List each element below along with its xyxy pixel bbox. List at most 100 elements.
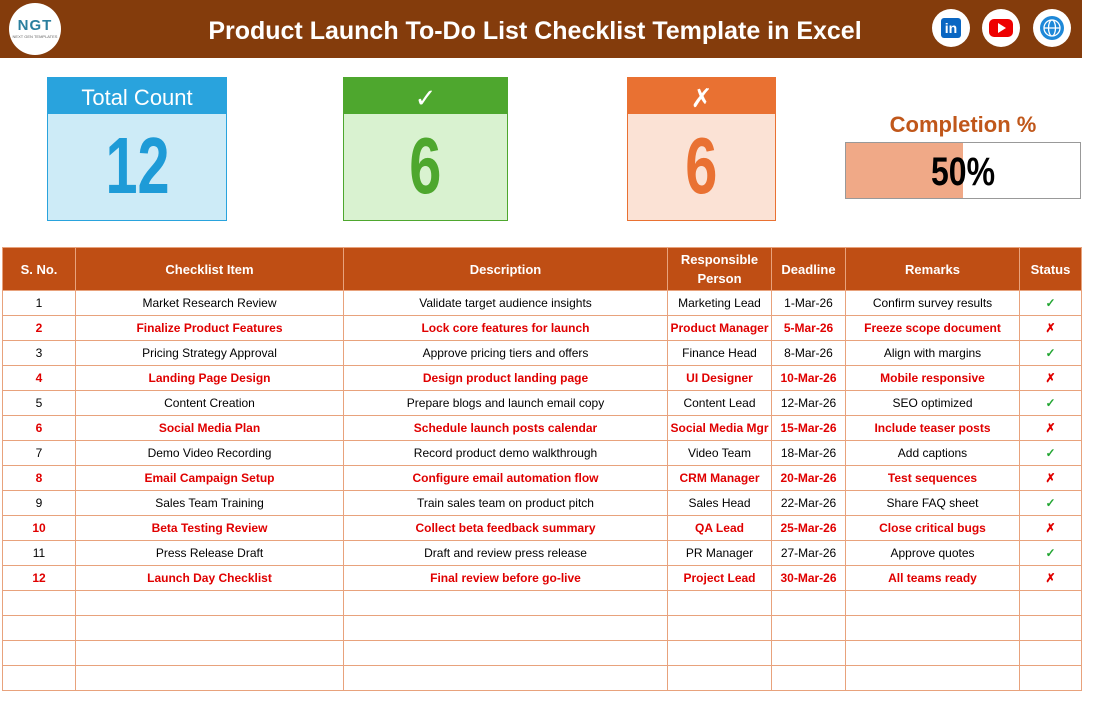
- empty-row: [2, 665, 1082, 691]
- status-cell: ✓: [1019, 490, 1082, 516]
- card-label: ✗: [628, 78, 775, 114]
- status-cell: ✗: [1019, 515, 1082, 541]
- table-cell: 7: [2, 440, 76, 466]
- table-cell: Confirm survey results: [845, 290, 1020, 316]
- empty-cell: [75, 615, 344, 641]
- empty-cell: [343, 590, 668, 616]
- table-cell: Pricing Strategy Approval: [75, 340, 344, 366]
- table-cell: 10: [2, 515, 76, 541]
- table-cell: Sales Team Training: [75, 490, 344, 516]
- table-cell: Market Research Review: [75, 290, 344, 316]
- table-cell: Sales Head: [667, 490, 772, 516]
- table-cell: Configure email automation flow: [343, 465, 668, 491]
- globe-icon: [1040, 16, 1064, 40]
- table-cell: All teams ready: [845, 565, 1020, 591]
- empty-cell: [2, 590, 76, 616]
- table-cell: Landing Page Design: [75, 365, 344, 391]
- table-row: 8 Email Campaign Setup Configure email aut…: [2, 465, 1082, 491]
- table-cell: Add captions: [845, 440, 1020, 466]
- empty-cell: [1019, 640, 1082, 666]
- status-cell: ✓: [1019, 340, 1082, 366]
- table-row: 6 Social Media Plan Schedule launch posts …: [2, 415, 1082, 441]
- column-header: Deadline: [771, 247, 846, 291]
- table-cell: SEO optimized: [845, 390, 1020, 416]
- status-cell: ✓: [1019, 540, 1082, 566]
- table-cell: 6: [2, 415, 76, 441]
- completion-bar: 50%: [845, 142, 1081, 199]
- completion-value-text: 50%: [930, 150, 996, 194]
- empty-cell: [343, 615, 668, 641]
- table-cell: Beta Testing Review: [75, 515, 344, 541]
- completion-label: Completion %: [889, 112, 1037, 137]
- header-row: S. No. Checklist Item Description Responsib…: [2, 247, 1082, 291]
- empty-cell: [2, 665, 76, 691]
- table-cell: UI Designer: [667, 365, 772, 391]
- empty-cell: [1019, 665, 1082, 691]
- table-row: 5 Content Creation Prepare blogs and launc…: [2, 390, 1082, 416]
- table-cell: Approve quotes: [845, 540, 1020, 566]
- table-cell: 18-Mar-26: [771, 440, 846, 466]
- table-body: 1 Market Research Review Validate target a…: [2, 290, 1082, 691]
- table-cell: Approve pricing tiers and offers: [343, 340, 668, 366]
- table-cell: Product Manager: [667, 315, 772, 341]
- website-link[interactable]: [1033, 9, 1071, 47]
- table-cell: CRM Manager: [667, 465, 772, 491]
- logo-text: NGT: [17, 17, 53, 34]
- table-row: 10 Beta Testing Review Collect beta feedba…: [2, 515, 1082, 541]
- empty-cell: [771, 590, 846, 616]
- status-cell: ✗: [1019, 315, 1082, 341]
- linkedin-link[interactable]: in: [932, 9, 970, 47]
- table-cell: 1: [2, 290, 76, 316]
- status-cell: ✗: [1019, 465, 1082, 491]
- status-cell: ✓: [1019, 390, 1082, 416]
- table-cell: Video Team: [667, 440, 772, 466]
- table-cell: 10-Mar-26: [771, 365, 846, 391]
- empty-cell: [845, 665, 1020, 691]
- status-cell: ✗: [1019, 415, 1082, 441]
- empty-cell: [343, 665, 668, 691]
- empty-cell: [75, 640, 344, 666]
- empty-cell: [845, 640, 1020, 666]
- table-cell: Prepare blogs and launch email copy: [343, 390, 668, 416]
- completion-fill: [846, 143, 963, 198]
- header-bar: [0, 0, 1082, 58]
- empty-cell: [667, 590, 772, 616]
- status-cell: ✓: [1019, 290, 1082, 316]
- table-cell: Freeze scope document: [845, 315, 1020, 341]
- pending-card: ✗ 6: [627, 77, 776, 221]
- empty-cell: [667, 665, 772, 691]
- table-cell: 20-Mar-26: [771, 465, 846, 491]
- table-cell: 8-Mar-26: [771, 340, 846, 366]
- table-cell: 8: [2, 465, 76, 491]
- table-cell: Collect beta feedback summary: [343, 515, 668, 541]
- table-cell: Final review before go-live: [343, 565, 668, 591]
- table-row: 7 Demo Video Recording Record product demo…: [2, 440, 1082, 466]
- table-cell: Content Lead: [667, 390, 772, 416]
- table-cell: Finalize Product Features: [75, 315, 344, 341]
- status-cell: ✗: [1019, 365, 1082, 391]
- column-header: Description: [343, 247, 668, 291]
- table-cell: Press Release Draft: [75, 540, 344, 566]
- table-cell: Align with margins: [845, 340, 1020, 366]
- status-cell: ✗: [1019, 565, 1082, 591]
- empty-cell: [771, 665, 846, 691]
- table-cell: Marketing Lead: [667, 290, 772, 316]
- youtube-icon: [989, 19, 1013, 37]
- total-card: Total Count 12: [47, 77, 227, 221]
- table-cell: 15-Mar-26: [771, 415, 846, 441]
- empty-cell: [75, 665, 344, 691]
- empty-cell: [343, 640, 668, 666]
- table-row: 4 Landing Page Design Design product landi…: [2, 365, 1082, 391]
- youtube-link[interactable]: [982, 9, 1020, 47]
- table-cell: Launch Day Checklist: [75, 565, 344, 591]
- table-cell: 5-Mar-26: [771, 315, 846, 341]
- table-cell: 2: [2, 315, 76, 341]
- page-title: Product Launch To-Do List Checklist Temp…: [208, 17, 862, 45]
- completion-value: 50%: [846, 143, 1080, 198]
- table-cell: Project Lead: [667, 565, 772, 591]
- done-card: ✓ 6: [343, 77, 508, 221]
- table-cell: 25-Mar-26: [771, 515, 846, 541]
- empty-cell: [667, 615, 772, 641]
- card-value: 12: [48, 114, 226, 220]
